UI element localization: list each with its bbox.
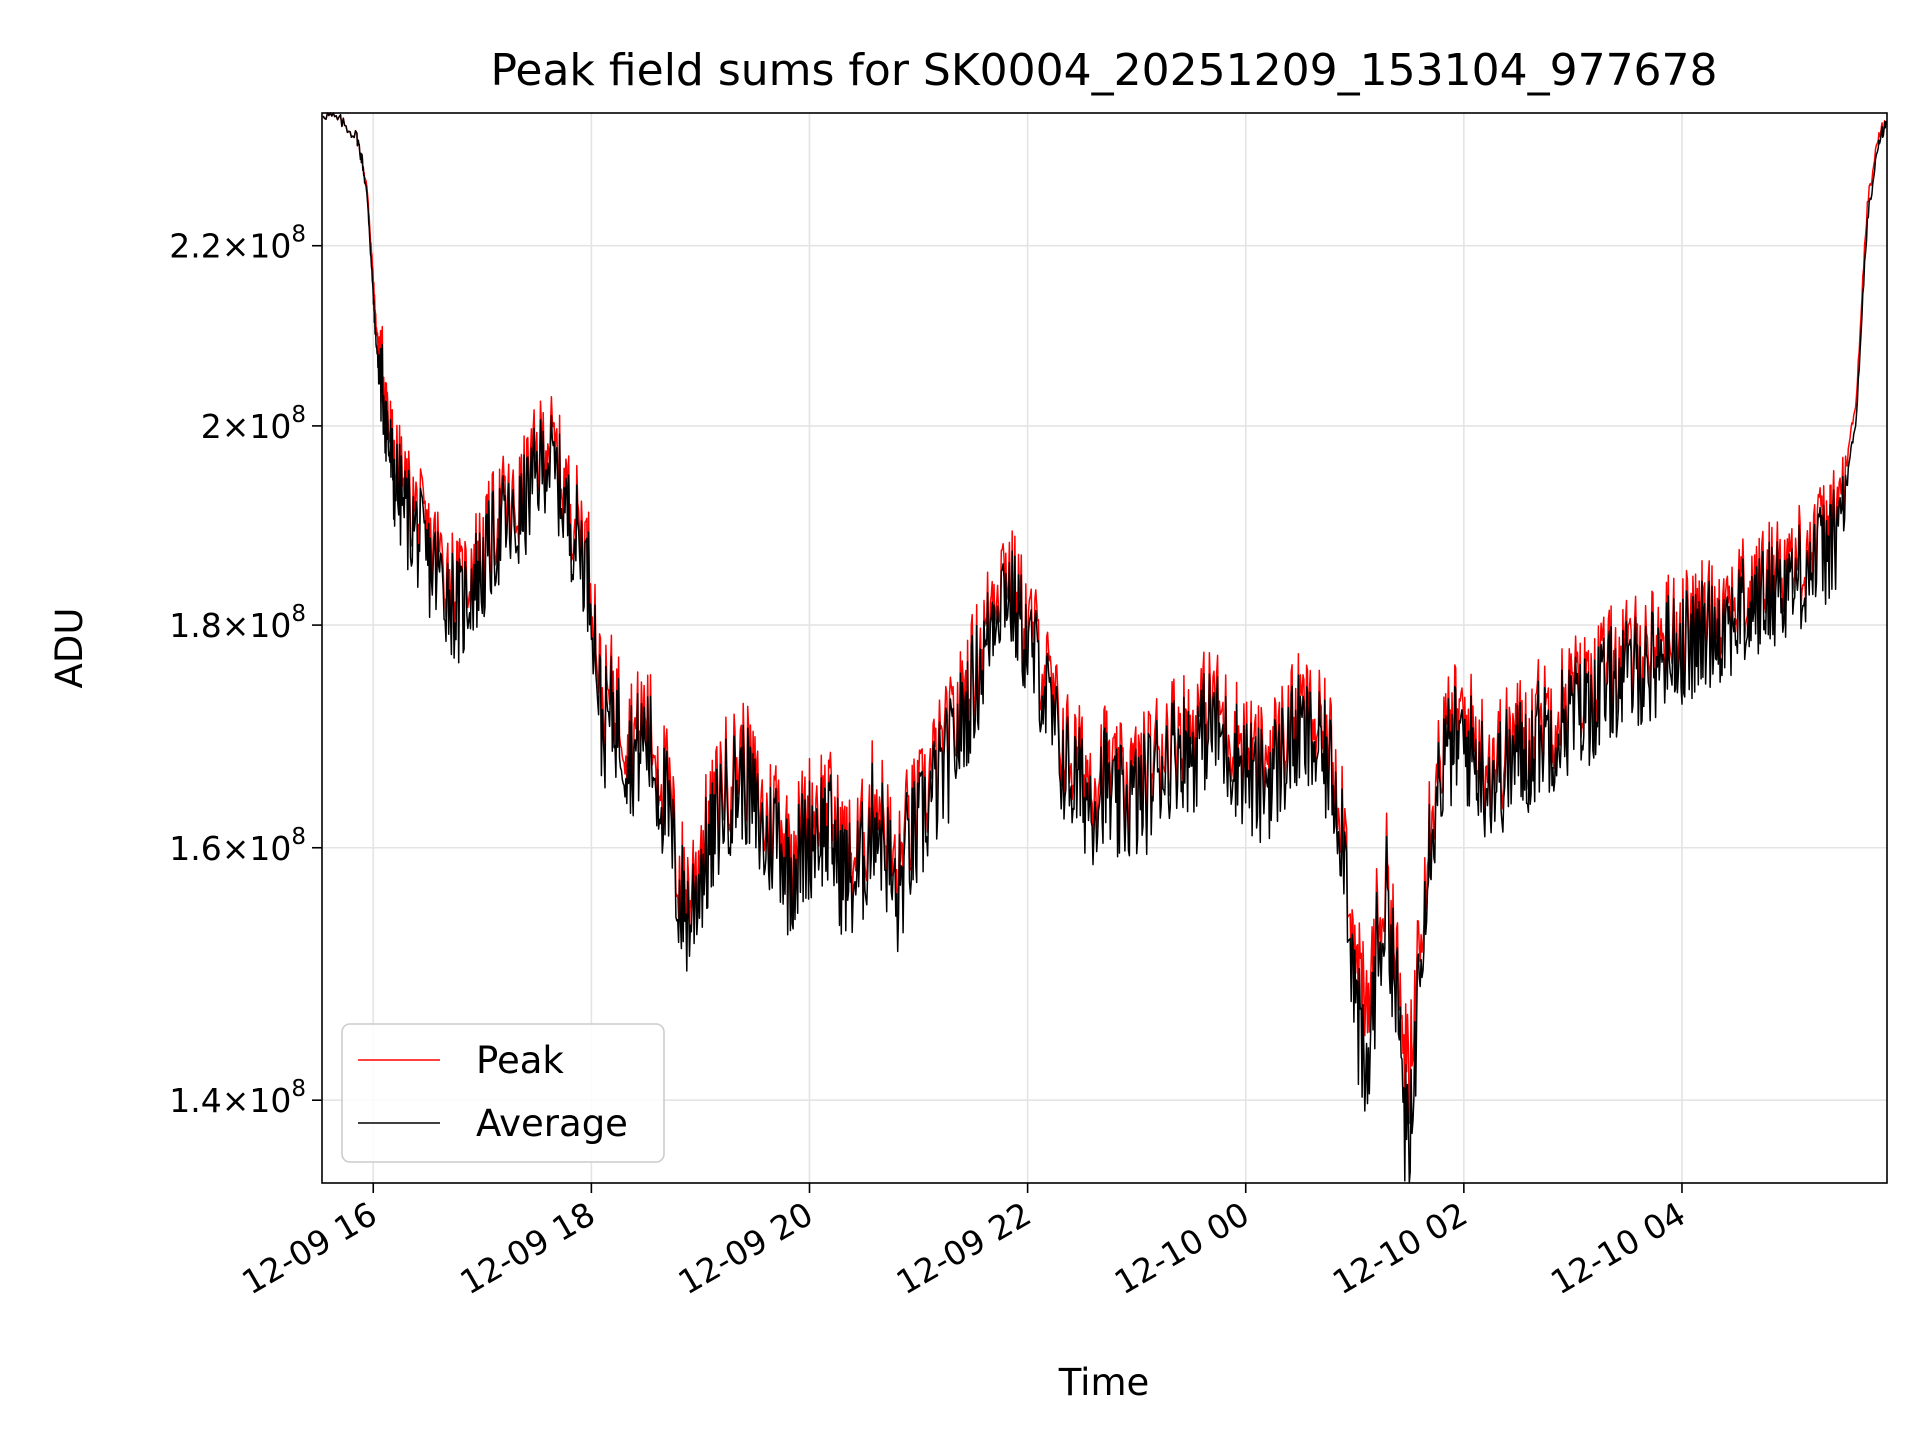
y-tick-label: 2×108 bbox=[201, 402, 306, 446]
legend-box bbox=[341, 1023, 665, 1163]
x-axis-label: Time bbox=[1058, 1361, 1150, 1404]
legend: Peak Average bbox=[341, 1023, 665, 1163]
y-axis-label: ADU bbox=[48, 608, 91, 689]
y-tick-label: 1.8×108 bbox=[169, 601, 306, 645]
y-tick-label: 2.2×108 bbox=[169, 222, 306, 266]
legend-label-peak: Peak bbox=[476, 1039, 564, 1082]
series-line-average bbox=[322, 112, 1887, 1184]
y-axis: 1.4×108 1.6×108 1.8×108 2×108 2.2×108 bbox=[169, 222, 322, 1120]
y-tick-label: 1.4×108 bbox=[169, 1076, 306, 1120]
series-group bbox=[322, 112, 1887, 1184]
chart-title: Peak field sums for SK0004_20251209_1531… bbox=[490, 45, 1717, 96]
plot-frame bbox=[321, 112, 1888, 1184]
y-tick-label: 1.6×108 bbox=[169, 824, 306, 868]
legend-label-average: Average bbox=[476, 1102, 628, 1145]
